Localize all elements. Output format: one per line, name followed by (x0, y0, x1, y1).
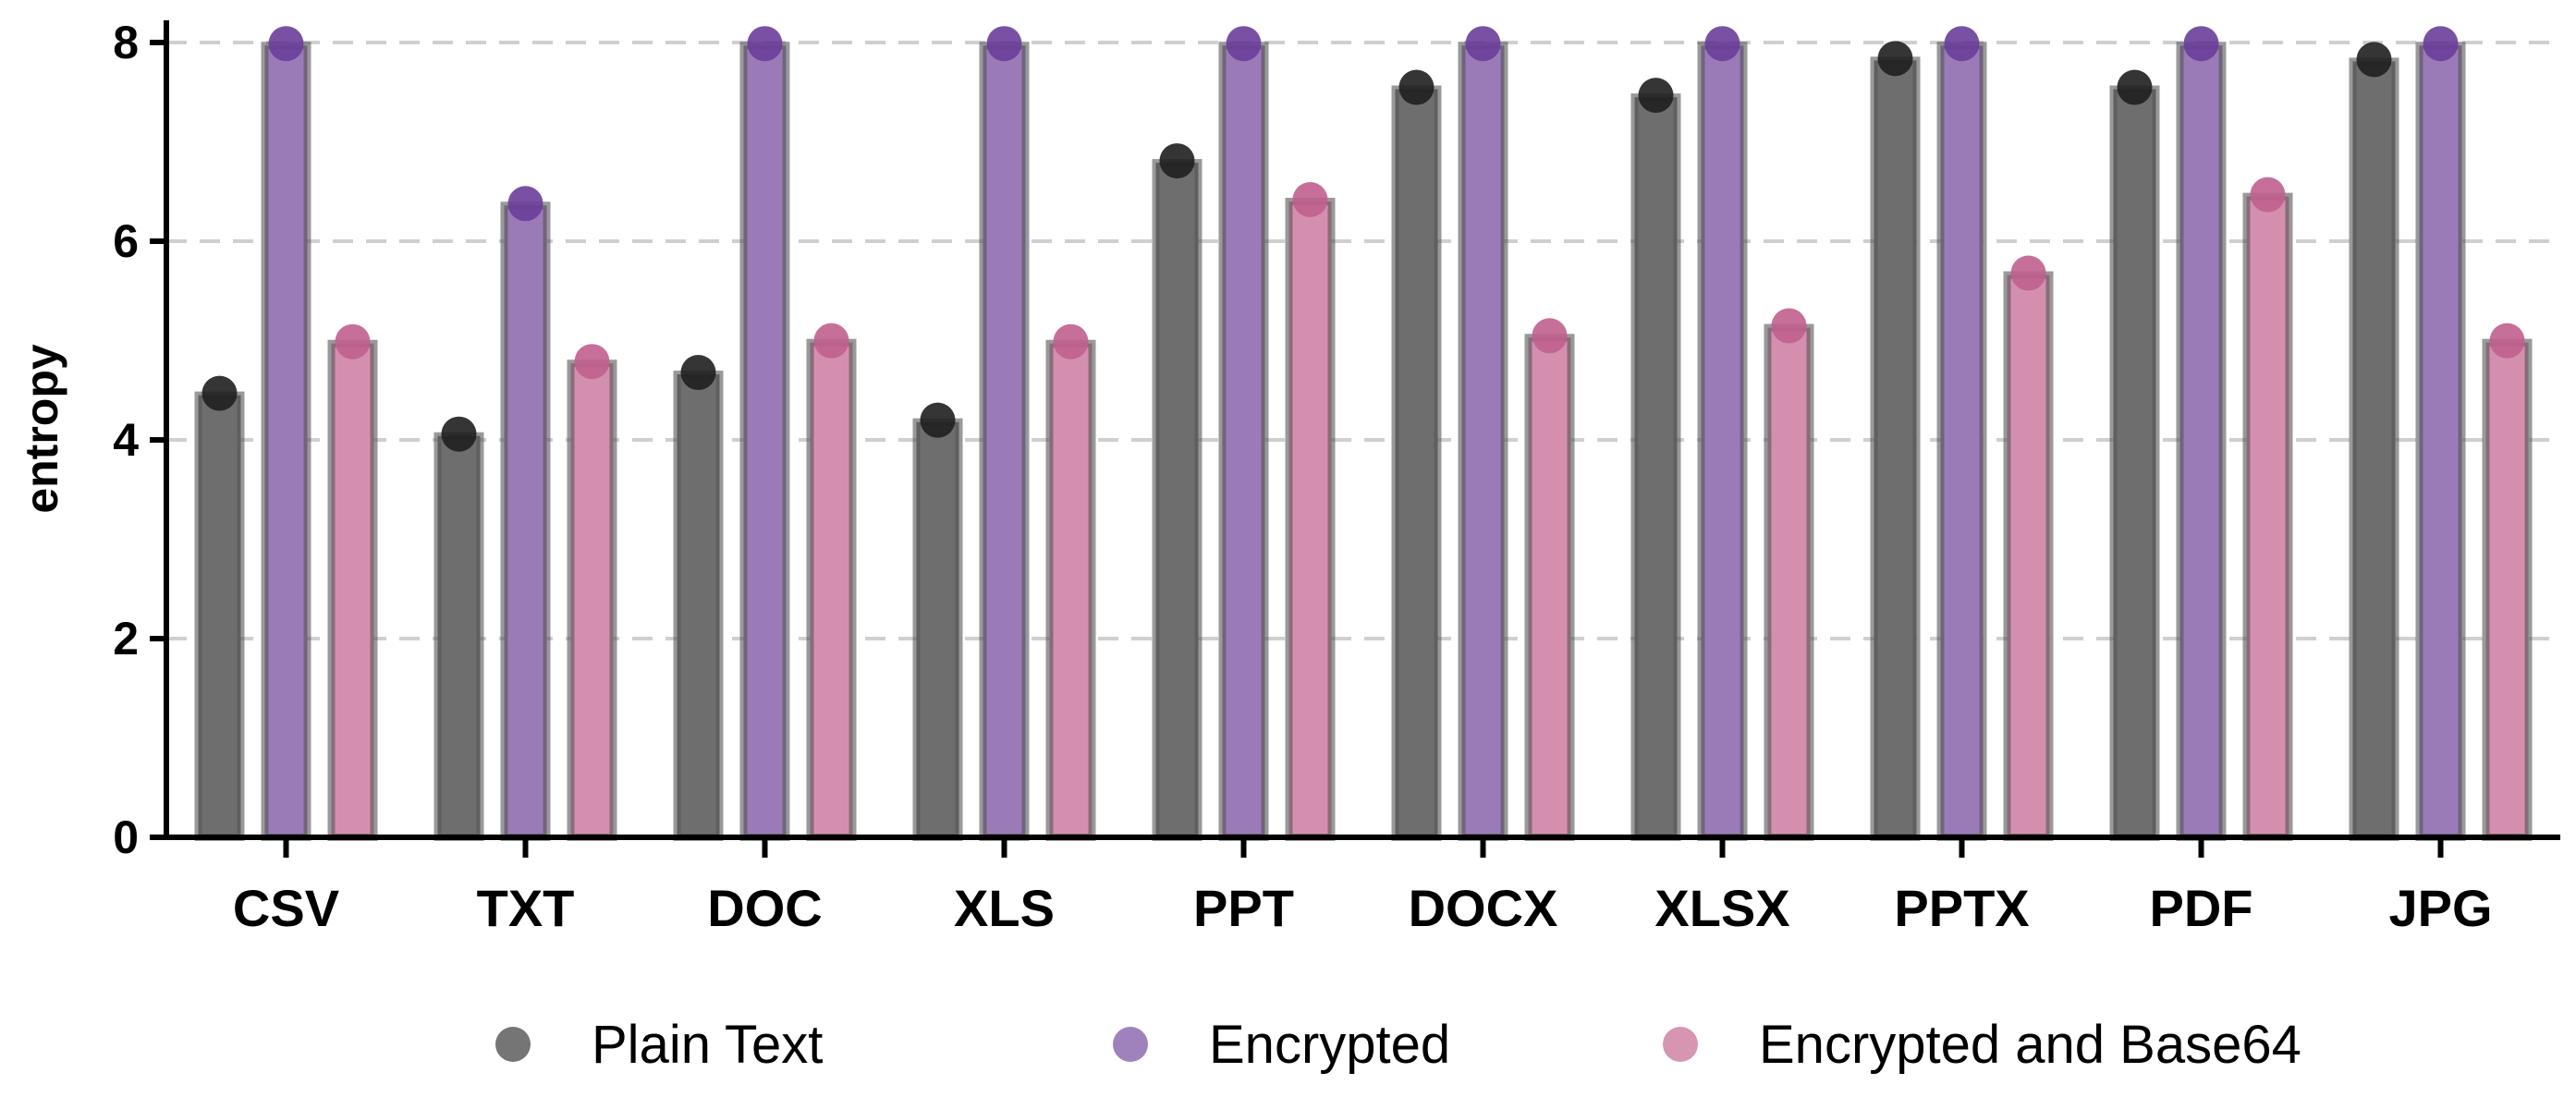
bar-dot (1638, 78, 1674, 114)
bar-dot (268, 26, 304, 62)
bar (327, 339, 378, 842)
x-tick-label: DOC (707, 879, 822, 937)
bar-dot (2117, 69, 2153, 105)
bar-dot (2356, 42, 2392, 78)
bar-dot (1053, 323, 1089, 360)
bar (2482, 338, 2533, 841)
bar (2176, 42, 2227, 842)
bar (2349, 57, 2399, 842)
bar-dot (986, 26, 1022, 62)
bar (806, 338, 857, 841)
bar-dot (201, 375, 238, 411)
x-tick-label: XLS (954, 879, 1055, 937)
bar (194, 391, 245, 841)
bar-dot (1944, 26, 1980, 62)
x-tick-label: PPT (1193, 879, 1294, 937)
x-ticks: CSV TXT DOC XLS PPT DOCX XLSX PPTX PDF JPG (233, 837, 2493, 937)
bar (1936, 42, 1987, 842)
x-tick-label: DOCX (1409, 879, 1558, 937)
bar-dot (747, 26, 783, 62)
legend-marker (1113, 1027, 1148, 1062)
bar (1764, 323, 1814, 841)
y-tick-label: 2 (113, 613, 139, 664)
bar (1045, 339, 1096, 842)
bar-dot (1532, 318, 1568, 354)
legend-item: Encrypted and Base64 (1663, 1015, 2301, 1075)
legend: Plain Text Encrypted Encrypted and Base64 (495, 1015, 2301, 1075)
bar (567, 360, 617, 842)
bar (1524, 334, 1575, 841)
bar (500, 201, 551, 842)
x-tick-label: PDF (2150, 879, 2253, 937)
bar-dot (2250, 177, 2286, 213)
x-tick-label: TXT (477, 879, 575, 937)
bar (1285, 198, 1336, 841)
x-tick-label: CSV (233, 879, 339, 937)
y-ticks: 0 2 4 6 8 (113, 17, 166, 863)
y-tick-label: 0 (113, 811, 139, 863)
bar-dot (920, 402, 956, 438)
bar (1870, 56, 1921, 842)
bar-dot (1771, 308, 1807, 344)
bar-dot (2423, 26, 2459, 62)
legend-label: Encrypted and Base64 (1759, 1015, 2301, 1075)
y-tick-label: 6 (113, 215, 139, 267)
bar (1697, 42, 1748, 842)
bar-dot (507, 186, 543, 222)
y-tick-label: 4 (113, 414, 139, 466)
bar (1630, 93, 1681, 841)
bar (739, 42, 790, 842)
bar (1152, 159, 1203, 841)
dots-layer (201, 26, 2525, 452)
bar-dot (1292, 182, 1328, 217)
bar (2242, 192, 2293, 841)
legend-marker (495, 1027, 531, 1062)
bar-dot (1877, 41, 1913, 77)
bar (673, 371, 724, 841)
bar-dot (2183, 26, 2219, 62)
bar (1391, 85, 1442, 841)
bar-dot (2010, 255, 2046, 291)
bar-dot (680, 355, 716, 391)
bar (912, 418, 963, 841)
bars-layer (194, 42, 2533, 842)
bar-dot (574, 344, 610, 380)
x-tick-label: PPTX (1894, 879, 2029, 937)
bar (2109, 85, 2160, 841)
bar (261, 42, 311, 842)
x-tick-label: XLSX (1654, 879, 1789, 937)
bar-dot (441, 416, 477, 452)
legend-marker (1663, 1027, 1698, 1062)
bar-dot (335, 323, 371, 360)
bar-dot (813, 323, 849, 359)
bar (2003, 271, 2054, 841)
bar (1458, 42, 1508, 842)
legend-item: Encrypted (1113, 1015, 1450, 1075)
bar (2415, 42, 2466, 842)
bar-dot (1704, 26, 1740, 62)
bar (1218, 42, 1269, 842)
bar-dot (1465, 26, 1501, 62)
y-axis-title: entropy (16, 344, 67, 514)
legend-label: Plain Text (592, 1015, 823, 1075)
bar (433, 432, 484, 841)
legend-item: Plain Text (495, 1015, 823, 1075)
bar-dot (2489, 323, 2525, 359)
bar (979, 42, 1030, 842)
legend-label: Encrypted (1209, 1015, 1450, 1075)
axes (164, 20, 2560, 840)
bar-dot (1226, 26, 1262, 62)
x-tick-label: JPG (2388, 879, 2492, 937)
bar-dot (1398, 69, 1435, 105)
y-tick-label: 8 (113, 17, 139, 68)
bar-dot (1159, 143, 1195, 179)
